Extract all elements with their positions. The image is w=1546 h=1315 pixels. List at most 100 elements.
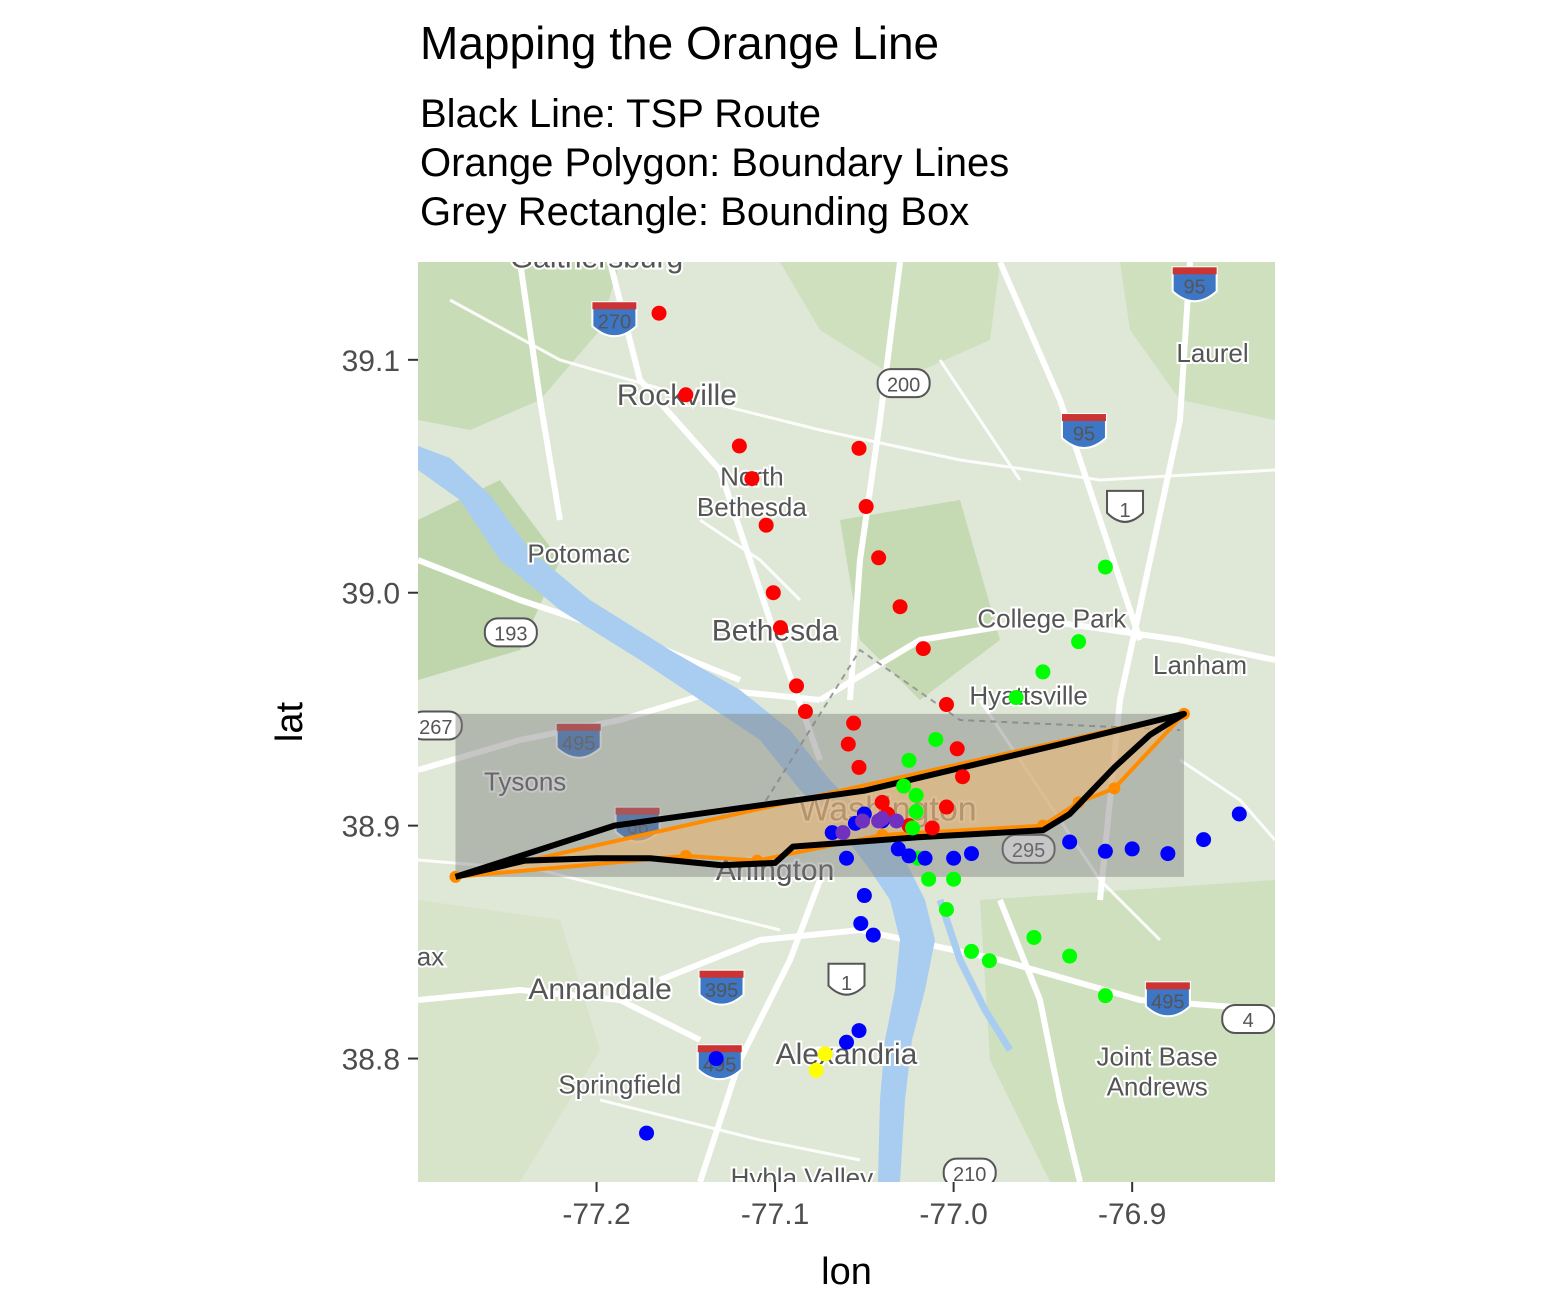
station-point	[865, 927, 881, 943]
station-point	[955, 769, 971, 785]
station-point	[938, 901, 954, 917]
y-tick-label: 39.0	[342, 578, 400, 611]
shield-label: 267	[419, 717, 452, 739]
station-point	[824, 825, 840, 841]
us-route-shield-shape	[827, 962, 866, 996]
shield-label: 95	[1184, 277, 1206, 299]
basemap-label: Gaithersburg	[510, 242, 683, 275]
station-point	[772, 620, 788, 636]
station-point	[1026, 929, 1042, 945]
station-point	[946, 871, 962, 887]
station-point	[981, 953, 997, 969]
station-point	[840, 736, 856, 752]
state-route-shield-shape	[876, 368, 931, 399]
basemap-label: Rockville	[617, 379, 737, 412]
station-point	[855, 813, 871, 829]
station-point	[896, 778, 912, 794]
interstate-shield-icon: 95	[1060, 413, 1107, 450]
tsp-route-line	[454, 710, 1187, 880]
station-point	[921, 871, 937, 887]
interstate-shield-band	[699, 970, 744, 978]
basemap-label: Andrews	[1107, 1072, 1208, 1102]
state-shield-icon: 267	[418, 710, 463, 741]
station-point	[731, 438, 747, 454]
interstate-shield-icon: 270	[591, 301, 638, 338]
shield-label: 1	[841, 973, 852, 995]
station-point	[817, 1046, 833, 1062]
station-point	[890, 841, 906, 857]
station-point	[1071, 634, 1087, 650]
state-shield-icon: 200	[876, 368, 931, 399]
station-point	[963, 943, 979, 959]
station-point	[851, 1023, 867, 1039]
basemap-label: Bethesda	[697, 492, 807, 522]
station-point	[708, 1051, 724, 1067]
station-point	[839, 1034, 854, 1050]
state-route-shield-shape	[1221, 1003, 1275, 1034]
shield-label: 495	[562, 733, 595, 755]
station-point	[938, 799, 954, 815]
chart-subtitle-line-3: Grey Rectangle: Bounding Box	[420, 190, 970, 234]
station-point	[797, 704, 813, 720]
station-point	[808, 1062, 824, 1078]
station-point	[871, 813, 887, 829]
station-point	[1124, 841, 1140, 857]
x-axis-title: lon	[821, 1251, 872, 1293]
basemap-label: Annandale	[528, 973, 671, 1006]
station-point	[835, 825, 851, 841]
shield-label: 1	[1119, 500, 1130, 522]
station-point	[744, 471, 760, 487]
station-point	[871, 550, 887, 566]
us-shield-icon: 1	[827, 962, 866, 996]
station-point	[846, 715, 862, 731]
y-axis-title: lat	[269, 701, 311, 742]
station-point	[946, 850, 962, 866]
shield-label: 4	[1243, 1010, 1254, 1032]
y-tick-label: 38.9	[342, 811, 400, 844]
interstate-shield-band	[556, 723, 601, 731]
basemap-label: Hybla Valley	[731, 1163, 874, 1193]
station-point	[1062, 948, 1078, 964]
x-tick-label: -77.2	[562, 1198, 630, 1231]
station-point	[1097, 843, 1113, 859]
station-point	[839, 850, 854, 866]
basemap-label: ax	[417, 941, 444, 971]
station-point	[851, 759, 867, 775]
district-boundary	[759, 648, 1181, 811]
station-point	[1035, 664, 1051, 680]
station-point	[1062, 834, 1078, 850]
terrain-patch	[418, 900, 600, 1182]
shield-label: 200	[887, 374, 920, 396]
terrain-patch	[418, 262, 620, 430]
state-shield-icon: 4	[1221, 1003, 1275, 1034]
basemap-label: Lanham	[1153, 650, 1247, 680]
state-shield-icon: 193	[483, 617, 538, 648]
state-shield-icon: 295	[1001, 833, 1056, 864]
shield-label: 95	[1073, 423, 1095, 445]
station-point	[1097, 559, 1113, 575]
station-point	[905, 820, 921, 836]
map-panel: GaithersburgRockvilleNorthBethesdaPotoma…	[417, 242, 1275, 1193]
station-point	[758, 517, 774, 533]
interstate-shield-shape	[1171, 266, 1218, 303]
interstate-shield-band	[1172, 267, 1217, 275]
interstate-shield-band	[697, 1045, 742, 1053]
interstate-shield-band	[592, 302, 637, 310]
station-point	[1196, 832, 1212, 848]
boundary-vertex	[1108, 782, 1121, 795]
station-point	[1231, 806, 1247, 822]
state-route-shield-shape	[1001, 833, 1056, 864]
station-point	[639, 1125, 655, 1141]
us-shield-icon: 1	[1106, 489, 1145, 523]
interstate-shield-icon: 395	[698, 969, 745, 1006]
station-point	[924, 820, 940, 836]
interstate-shield-shape	[1060, 413, 1107, 450]
station-point	[789, 678, 805, 694]
terrain-patch	[980, 880, 1275, 1182]
station-point	[915, 641, 931, 657]
station-point	[908, 787, 924, 803]
terrain-patch	[1120, 262, 1275, 420]
basemap-label: Tysons	[484, 767, 566, 797]
station-point	[901, 752, 917, 768]
y-tick-label: 39.1	[342, 345, 400, 378]
